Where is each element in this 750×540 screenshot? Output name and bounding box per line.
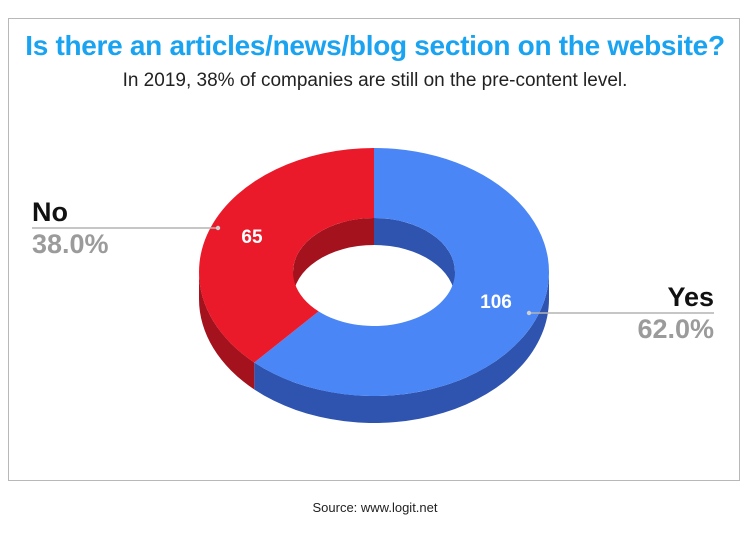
leader-dot-no	[215, 225, 221, 231]
percent-label-no: 38.0%	[32, 229, 109, 259]
source-note: Source: www.logit.net	[312, 500, 438, 515]
chart-subtitle: In 2019, 38% of companies are still on t…	[122, 70, 628, 91]
slice-inner-wall-yes	[374, 218, 455, 299]
category-label-yes: Yes	[667, 282, 714, 312]
slice-yes	[254, 148, 550, 397]
slice-no	[199, 148, 374, 363]
data-label-no: 65	[241, 227, 263, 248]
data-label-yes: 106	[480, 292, 512, 313]
chart-title: Is there an articles/news/blog section o…	[25, 30, 725, 61]
slice-side-yes	[254, 272, 550, 423]
category-label-no: No	[32, 197, 68, 227]
percent-label-yes: 62.0%	[637, 314, 714, 344]
slice-side-no	[199, 272, 255, 390]
slice-inner-wall-no	[293, 218, 374, 299]
leader-dot-yes	[526, 310, 532, 316]
